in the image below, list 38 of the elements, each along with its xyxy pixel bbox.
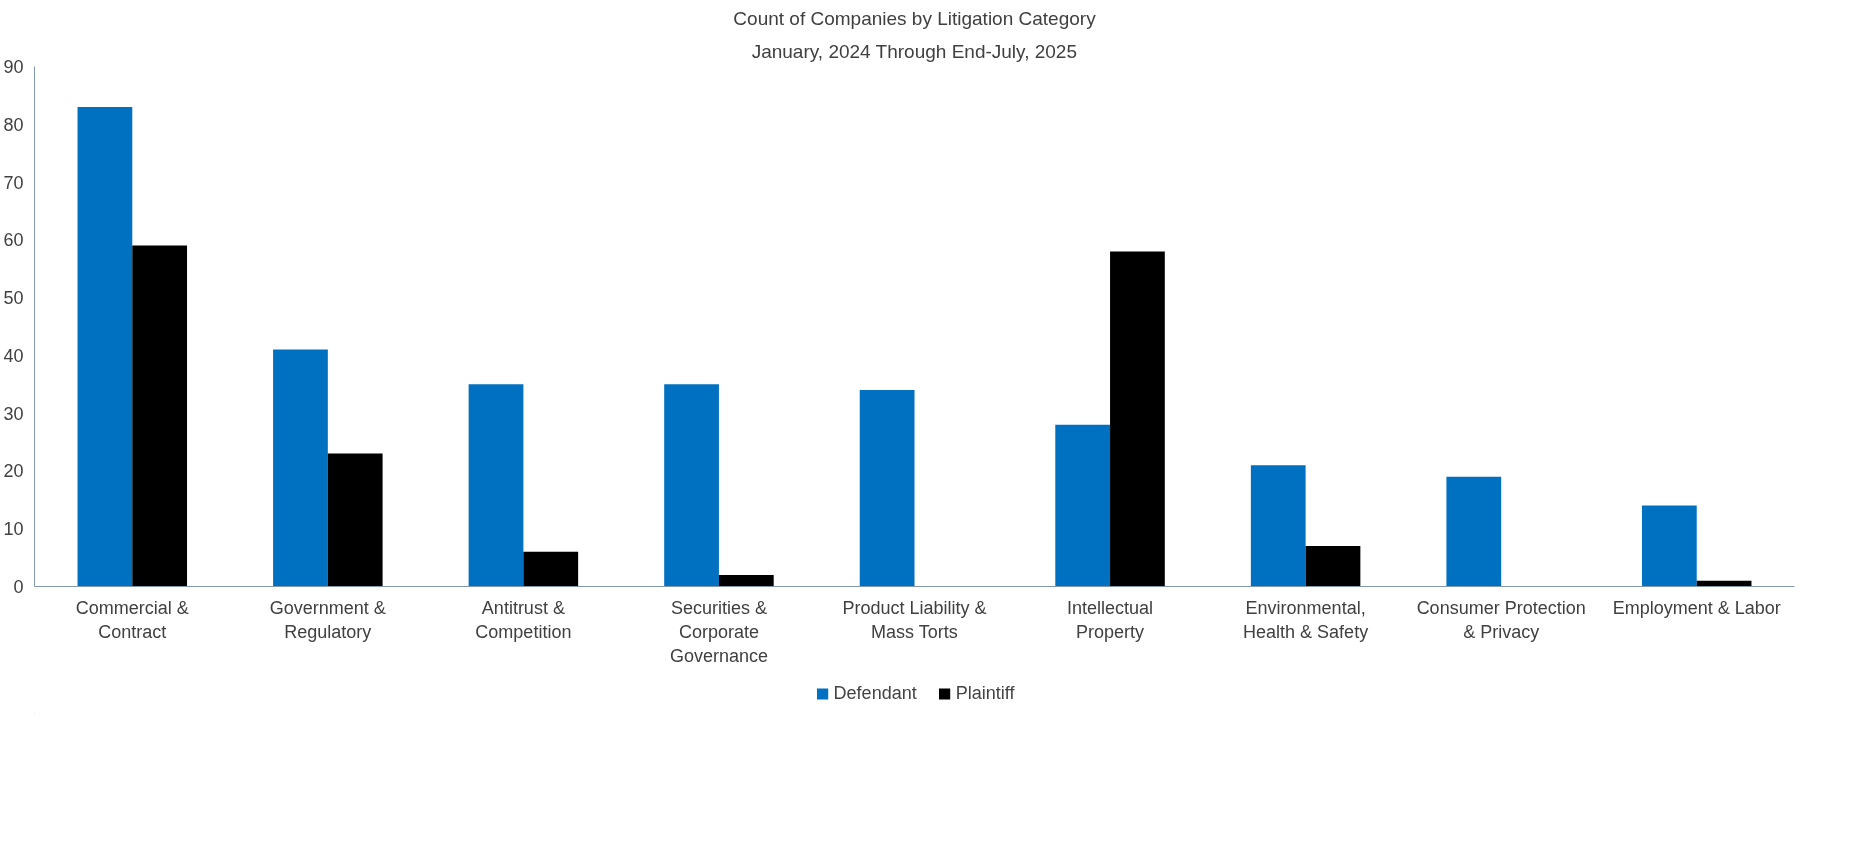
y-tick-label: 70 (3, 172, 24, 193)
y-tick-label: 80 (3, 114, 24, 135)
y-tick-label: 20 (3, 461, 24, 482)
bar (468, 384, 524, 587)
bar (664, 384, 719, 587)
x-tick-label: Consumer Protection & Privacy (1416, 597, 1586, 642)
y-tick-label: 40 (3, 345, 24, 366)
x-tick-label: Government & Regulatory (269, 597, 386, 642)
y-tick-label: 0 (13, 577, 24, 597)
bar (77, 106, 133, 587)
bar (273, 349, 328, 587)
x-tick-label: Commercial & Contract (75, 597, 189, 642)
legend-label: Plaintiff (955, 682, 1015, 704)
chart-title: Count of Companies by Litigation Category (733, 7, 1097, 29)
bar (1110, 251, 1165, 587)
x-tick-label: Product Liability & Mass Torts (842, 597, 987, 642)
x-tick-label: Intellectual Property (1067, 597, 1154, 642)
x-tick-label: Environmental, Health & Safety (1243, 597, 1369, 642)
bar (1641, 505, 1697, 587)
bar (718, 574, 774, 587)
bar (1446, 476, 1502, 587)
bar (1250, 465, 1306, 587)
x-tick-label: Employment & Labor (1612, 597, 1781, 618)
y-tick-label: 90 (3, 57, 24, 77)
y-tick-label: 50 (3, 288, 24, 309)
x-tick-label: Antitrust & Competition (475, 597, 572, 642)
chart-subtitle: January, 2024 Through End-July, 2025 (751, 40, 1078, 62)
bar (1055, 424, 1111, 587)
legend-label: Defendant (833, 682, 917, 704)
bar (523, 551, 579, 587)
y-tick-label: 30 (3, 403, 24, 424)
bar (132, 245, 188, 587)
x-tick-label: Securities & Corporate Governance (669, 597, 768, 666)
bar (1305, 546, 1361, 587)
y-tick-label: 10 (3, 519, 24, 540)
bar (327, 453, 383, 587)
bar (859, 390, 915, 587)
y-tick-label: 60 (3, 230, 24, 251)
